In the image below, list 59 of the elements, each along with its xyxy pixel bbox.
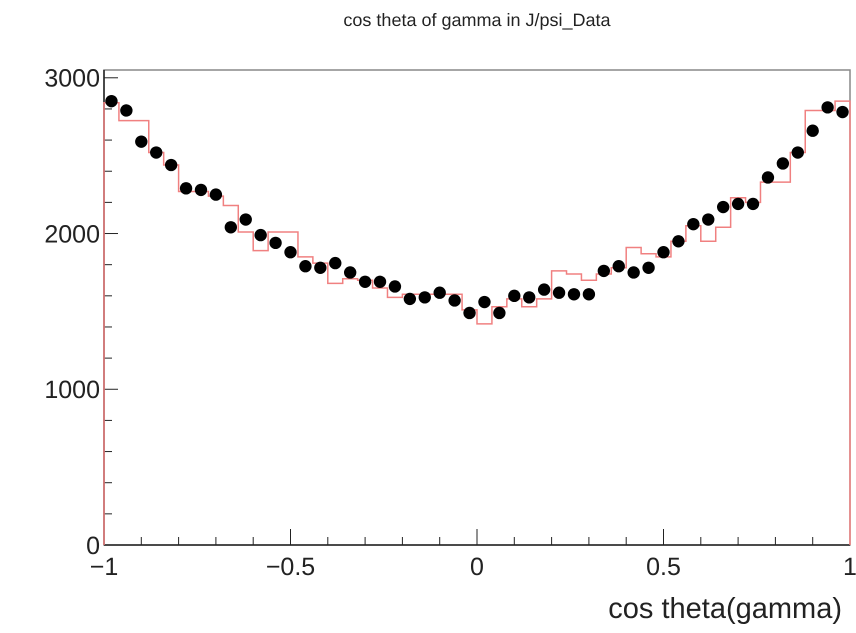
x-tick-label: 0 <box>470 553 484 581</box>
point <box>627 266 640 279</box>
point <box>792 146 804 159</box>
point <box>448 294 461 307</box>
point <box>314 262 327 274</box>
point <box>582 288 596 300</box>
point <box>254 228 267 242</box>
y-tick-label: 1000 <box>44 376 100 404</box>
x-tick-label: −0.5 <box>266 553 316 581</box>
chart-title: cos theta of gamma in J/psi_Data <box>343 10 612 30</box>
y-tick-label: 3000 <box>44 64 100 93</box>
point <box>374 276 386 288</box>
point <box>836 106 849 118</box>
point <box>702 213 714 226</box>
point <box>806 124 819 137</box>
point <box>284 246 297 258</box>
point <box>463 306 476 320</box>
point <box>717 200 730 214</box>
point <box>538 283 550 296</box>
point <box>687 218 700 230</box>
point <box>493 306 506 320</box>
point <box>657 246 670 258</box>
point <box>552 286 566 299</box>
point <box>478 296 491 308</box>
x-tick-label: 1 <box>843 553 856 581</box>
point <box>329 256 342 270</box>
x-axis-title: cos theta(gamma) <box>608 593 842 625</box>
point <box>746 198 760 210</box>
point <box>150 146 162 159</box>
point <box>358 276 372 288</box>
point <box>194 184 208 196</box>
point <box>672 235 685 248</box>
point <box>732 198 744 210</box>
y-tick-label: 2000 <box>44 220 100 248</box>
point <box>269 236 282 250</box>
point <box>612 260 625 272</box>
point <box>418 291 431 304</box>
point <box>344 266 356 279</box>
x-tick-label: 0.5 <box>646 553 681 581</box>
point <box>388 280 402 293</box>
point <box>210 188 222 201</box>
point <box>642 262 655 274</box>
point <box>434 286 446 299</box>
point <box>762 171 774 184</box>
point <box>404 292 416 306</box>
point <box>821 101 834 114</box>
point <box>598 264 610 278</box>
point <box>568 288 580 300</box>
point <box>508 290 520 302</box>
point <box>299 260 312 272</box>
point <box>135 135 148 148</box>
point <box>776 157 790 170</box>
point <box>105 94 118 108</box>
point <box>164 158 178 172</box>
point <box>523 291 536 304</box>
point <box>180 182 192 195</box>
point <box>224 221 237 234</box>
point <box>120 104 133 117</box>
point <box>240 213 252 226</box>
